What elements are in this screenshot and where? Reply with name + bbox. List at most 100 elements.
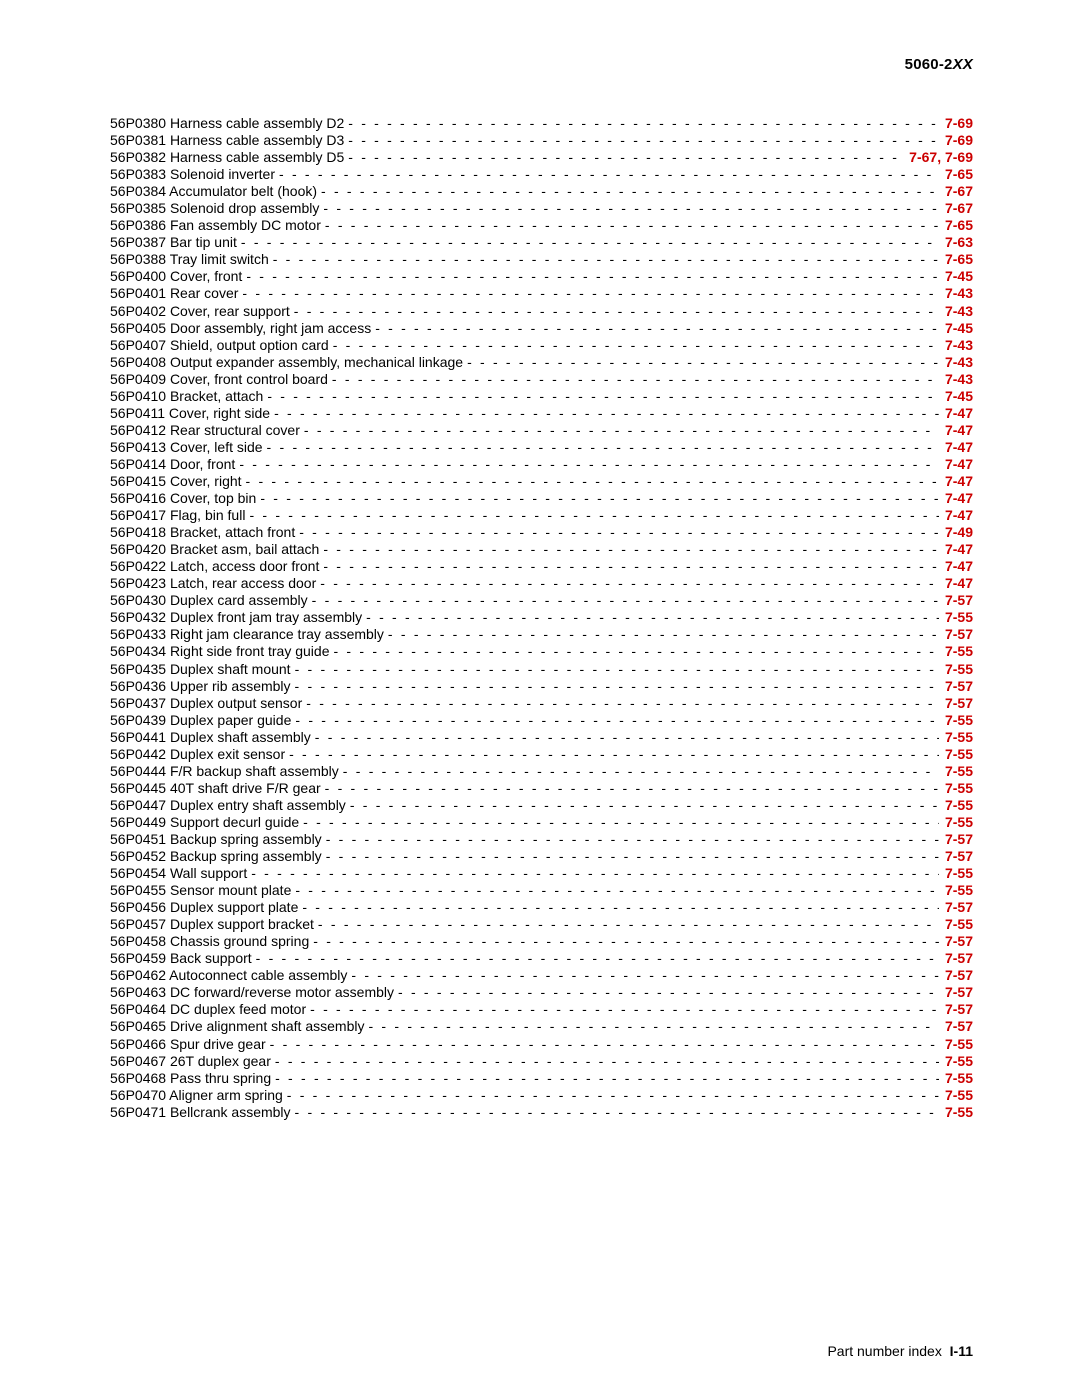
page-reference[interactable]: 7-57 bbox=[939, 967, 973, 984]
part-label: 56P0436 Upper rib assembly bbox=[110, 678, 295, 695]
dot-leader bbox=[274, 405, 939, 422]
index-row: 56P0402 Cover, rear support 7-43 bbox=[110, 303, 973, 320]
part-label: 56P0437 Duplex output sensor bbox=[110, 695, 306, 712]
index-row: 56P0407 Shield, output option card 7-43 bbox=[110, 337, 973, 354]
page-reference[interactable]: 7-47 bbox=[939, 422, 973, 439]
part-label: 56P0432 Duplex front jam tray assembly bbox=[110, 609, 366, 626]
page-reference[interactable]: 7-47 bbox=[939, 405, 973, 422]
dot-leader bbox=[313, 933, 939, 950]
page-reference[interactable]: 7-55 bbox=[939, 865, 973, 882]
dot-leader bbox=[246, 268, 939, 285]
page-reference[interactable]: 7-69 bbox=[939, 132, 973, 149]
page-reference[interactable]: 7-43 bbox=[939, 337, 973, 354]
page-reference[interactable]: 7-47 bbox=[939, 541, 973, 558]
dot-leader bbox=[295, 678, 939, 695]
page-reference[interactable]: 7-55 bbox=[939, 729, 973, 746]
page-reference[interactable]: 7-57 bbox=[939, 1001, 973, 1018]
part-label: 56P0441 Duplex shaft assembly bbox=[110, 729, 315, 746]
dot-leader bbox=[332, 371, 939, 388]
index-row: 56P0420 Bracket asm, bail attach 7-47 bbox=[110, 541, 973, 558]
page-reference[interactable]: 7-65 bbox=[939, 251, 973, 268]
page-reference[interactable]: 7-43 bbox=[939, 285, 973, 302]
index-row: 56P0435 Duplex shaft mount 7-55 bbox=[110, 661, 973, 678]
dot-leader bbox=[303, 814, 939, 831]
dot-leader bbox=[348, 115, 939, 132]
page-reference[interactable]: 7-57 bbox=[939, 695, 973, 712]
page-reference[interactable]: 7-43 bbox=[939, 354, 973, 371]
page-reference[interactable]: 7-65 bbox=[939, 217, 973, 234]
page-reference[interactable]: 7-55 bbox=[939, 1104, 973, 1121]
dot-leader bbox=[287, 1087, 939, 1104]
page-reference[interactable]: 7-57 bbox=[939, 984, 973, 1001]
part-label: 56P0411 Cover, right side bbox=[110, 405, 274, 422]
page-reference[interactable]: 7-67 bbox=[939, 200, 973, 217]
dot-leader bbox=[321, 183, 939, 200]
page-reference[interactable]: 7-55 bbox=[939, 746, 973, 763]
page-reference[interactable]: 7-55 bbox=[939, 814, 973, 831]
page-reference[interactable]: 7-57 bbox=[939, 899, 973, 916]
index-row: 56P0387 Bar tip unit 7-63 bbox=[110, 234, 973, 251]
part-label: 56P0386 Fan assembly DC motor bbox=[110, 217, 325, 234]
page-reference[interactable]: 7-47 bbox=[939, 456, 973, 473]
page-reference[interactable]: 7-47 bbox=[939, 558, 973, 575]
page-reference[interactable]: 7-55 bbox=[939, 643, 973, 660]
page-reference[interactable]: 7-57 bbox=[939, 831, 973, 848]
page-reference[interactable]: 7-55 bbox=[939, 1070, 973, 1087]
page-reference[interactable]: 7-63 bbox=[939, 234, 973, 251]
page-reference[interactable]: 7-55 bbox=[939, 797, 973, 814]
page-reference[interactable]: 7-49 bbox=[939, 524, 973, 541]
page-reference[interactable]: 7-57 bbox=[939, 592, 973, 609]
part-label: 56P0388 Tray limit switch bbox=[110, 251, 273, 268]
page-reference[interactable]: 7-57 bbox=[939, 678, 973, 695]
page-reference[interactable]: 7-57 bbox=[939, 1018, 973, 1035]
part-label: 56P0458 Chassis ground spring bbox=[110, 933, 313, 950]
dot-leader bbox=[275, 1070, 939, 1087]
page-reference[interactable]: 7-57 bbox=[939, 626, 973, 643]
index-row: 56P0464 DC duplex feed motor 7-57 bbox=[110, 1001, 973, 1018]
page-reference[interactable]: 7-67 bbox=[939, 183, 973, 200]
part-label: 56P0413 Cover, left side bbox=[110, 439, 267, 456]
page-reference[interactable]: 7-45 bbox=[939, 388, 973, 405]
page-reference[interactable]: 7-55 bbox=[939, 661, 973, 678]
page-reference[interactable]: 7-47 bbox=[939, 490, 973, 507]
page-reference[interactable]: 7-57 bbox=[939, 950, 973, 967]
page-reference[interactable]: 7-55 bbox=[939, 609, 973, 626]
dot-leader bbox=[315, 729, 939, 746]
page-reference[interactable]: 7-69 bbox=[939, 115, 973, 132]
page-reference[interactable]: 7-55 bbox=[939, 882, 973, 899]
page-reference[interactable]: 7-67, 7-69 bbox=[903, 149, 973, 166]
page-reference[interactable]: 7-55 bbox=[939, 780, 973, 797]
page-reference[interactable]: 7-43 bbox=[939, 371, 973, 388]
page-reference[interactable]: 7-65 bbox=[939, 166, 973, 183]
page-reference[interactable]: 7-55 bbox=[939, 1087, 973, 1104]
page-reference[interactable]: 7-45 bbox=[939, 268, 973, 285]
page-reference[interactable]: 7-55 bbox=[939, 916, 973, 933]
page-reference[interactable]: 7-55 bbox=[939, 712, 973, 729]
page-reference[interactable]: 7-47 bbox=[939, 507, 973, 524]
page-reference[interactable]: 7-47 bbox=[939, 575, 973, 592]
page-reference[interactable]: 7-57 bbox=[939, 848, 973, 865]
page-reference[interactable]: 7-55 bbox=[939, 1053, 973, 1070]
part-label: 56P0417 Flag, bin full bbox=[110, 507, 249, 524]
dot-leader bbox=[398, 984, 939, 1001]
dot-leader bbox=[260, 490, 939, 507]
index-row: 56P0411 Cover, right side 7-47 bbox=[110, 405, 973, 422]
page-reference[interactable]: 7-47 bbox=[939, 473, 973, 490]
index-row: 56P0447 Duplex entry shaft assembly 7-55 bbox=[110, 797, 973, 814]
part-label: 56P0451 Backup spring assembly bbox=[110, 831, 326, 848]
part-label: 56P0463 DC forward/reverse motor assembl… bbox=[110, 984, 398, 1001]
index-row: 56P0412 Rear structural cover 7-47 bbox=[110, 422, 973, 439]
page-reference[interactable]: 7-45 bbox=[939, 320, 973, 337]
page-reference[interactable]: 7-57 bbox=[939, 933, 973, 950]
dot-leader bbox=[267, 439, 939, 456]
dot-leader bbox=[388, 626, 939, 643]
page-reference[interactable]: 7-55 bbox=[939, 763, 973, 780]
dot-leader bbox=[467, 354, 939, 371]
index-row: 56P0465 Drive alignment shaft assembly 7… bbox=[110, 1018, 973, 1035]
index-row: 56P0449 Support decurl guide 7-55 bbox=[110, 814, 973, 831]
index-row: 56P0430 Duplex card assembly 7-57 bbox=[110, 592, 973, 609]
page-reference[interactable]: 7-55 bbox=[939, 1036, 973, 1053]
page-reference[interactable]: 7-43 bbox=[939, 303, 973, 320]
page-reference[interactable]: 7-47 bbox=[939, 439, 973, 456]
footer-page-number: I-11 bbox=[950, 1343, 973, 1359]
